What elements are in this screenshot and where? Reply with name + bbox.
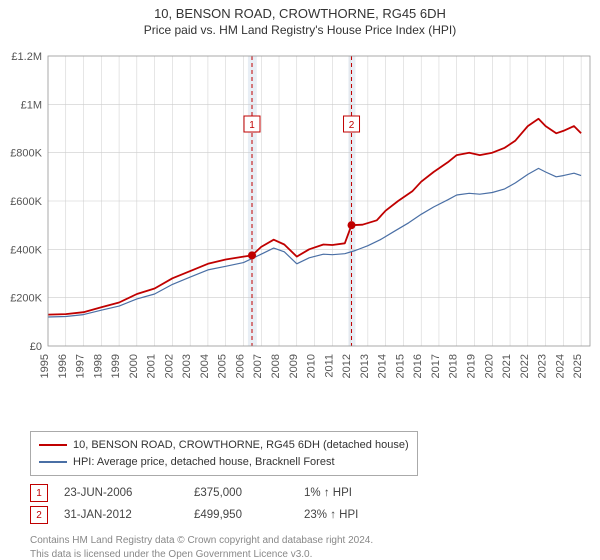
svg-text:2007: 2007 [252,354,264,378]
svg-text:2022: 2022 [519,354,531,378]
svg-text:2016: 2016 [412,354,424,378]
svg-text:2020: 2020 [483,354,495,378]
legend-label: HPI: Average price, detached house, Brac… [73,456,335,468]
svg-text:£800K: £800K [10,148,42,160]
chart-area: £0 £200K £400K £600K £800K £1M £1.2M 1995 1996 19… [0,46,600,426]
svg-text:2006: 2006 [234,354,246,378]
legend-and-footer: 10, BENSON ROAD, CROWTHORNE, RG45 6DH (d… [30,431,570,560]
svg-text:2008: 2008 [270,354,282,378]
legend-item: 10, BENSON ROAD, CROWTHORNE, RG45 6DH (d… [39,437,409,454]
svg-text:2002: 2002 [163,354,175,378]
svg-text:2010: 2010 [306,354,318,378]
svg-text:2013: 2013 [359,354,371,378]
svg-text:2: 2 [349,120,355,131]
svg-text:£0: £0 [30,341,42,353]
footer-line-1: Contains HM Land Registry data © Crown c… [30,534,570,548]
svg-text:2012: 2012 [341,354,353,378]
svg-text:2024: 2024 [554,354,566,378]
svg-text:2015: 2015 [394,354,406,378]
svg-text:£400K: £400K [10,244,42,256]
svg-text:2000: 2000 [128,354,140,378]
svg-text:2005: 2005 [217,354,229,378]
svg-text:2004: 2004 [199,354,211,378]
page-title: 10, BENSON ROAD, CROWTHORNE, RG45 6DH [0,6,600,21]
svg-text:£1M: £1M [21,99,42,111]
svg-text:1: 1 [249,120,255,131]
svg-text:2003: 2003 [181,354,193,378]
sale-diff: 1% ↑ HPI [304,487,424,499]
svg-text:1999: 1999 [110,354,122,378]
sale-row: 1 23-JUN-2006£375,0001% ↑ HPI [30,484,570,502]
svg-text:2023: 2023 [537,354,549,378]
ref-badge: 1 [30,484,48,502]
legend-swatch [39,444,67,446]
svg-text:2014: 2014 [377,354,389,378]
svg-text:1997: 1997 [75,354,87,378]
svg-text:2025: 2025 [572,354,584,378]
svg-text:2021: 2021 [501,354,513,378]
svg-text:1995: 1995 [39,354,51,378]
ref-badge: 2 [30,506,48,524]
sale-date: 31-JAN-2012 [64,509,194,521]
legend-swatch [39,461,67,463]
legend-label: 10, BENSON ROAD, CROWTHORNE, RG45 6DH (d… [73,439,409,451]
sale-row: 2 31-JAN-2012£499,95023% ↑ HPI [30,506,570,524]
svg-text:2001: 2001 [146,354,158,378]
svg-text:2009: 2009 [288,354,300,378]
svg-text:2017: 2017 [430,354,442,378]
page-subtitle: Price paid vs. HM Land Registry's House … [0,23,600,37]
sale-price: £375,000 [194,487,304,499]
footer-line-2: This data is licensed under the Open Gov… [30,548,570,560]
svg-text:£600K: £600K [10,196,42,208]
sale-date: 23-JUN-2006 [64,487,194,499]
price-chart: £0 £200K £400K £600K £800K £1M £1.2M 1995 1996 19… [0,46,600,426]
sale-price: £499,950 [194,509,304,521]
footer-text: Contains HM Land Registry data © Crown c… [30,534,570,560]
svg-text:1996: 1996 [57,354,69,378]
sales-table: 1 23-JUN-2006£375,0001% ↑ HPI 2 31-JAN-2012… [30,484,570,524]
svg-text:2011: 2011 [323,354,335,378]
svg-text:2019: 2019 [465,354,477,378]
svg-text:£200K: £200K [10,293,42,305]
svg-text:1998: 1998 [92,354,104,378]
svg-text:2018: 2018 [448,354,460,378]
svg-text:£1.2M: £1.2M [11,51,42,63]
series-legend: 10, BENSON ROAD, CROWTHORNE, RG45 6DH (d… [30,431,418,476]
sale-diff: 23% ↑ HPI [304,509,424,521]
legend-item: HPI: Average price, detached house, Brac… [39,454,409,471]
